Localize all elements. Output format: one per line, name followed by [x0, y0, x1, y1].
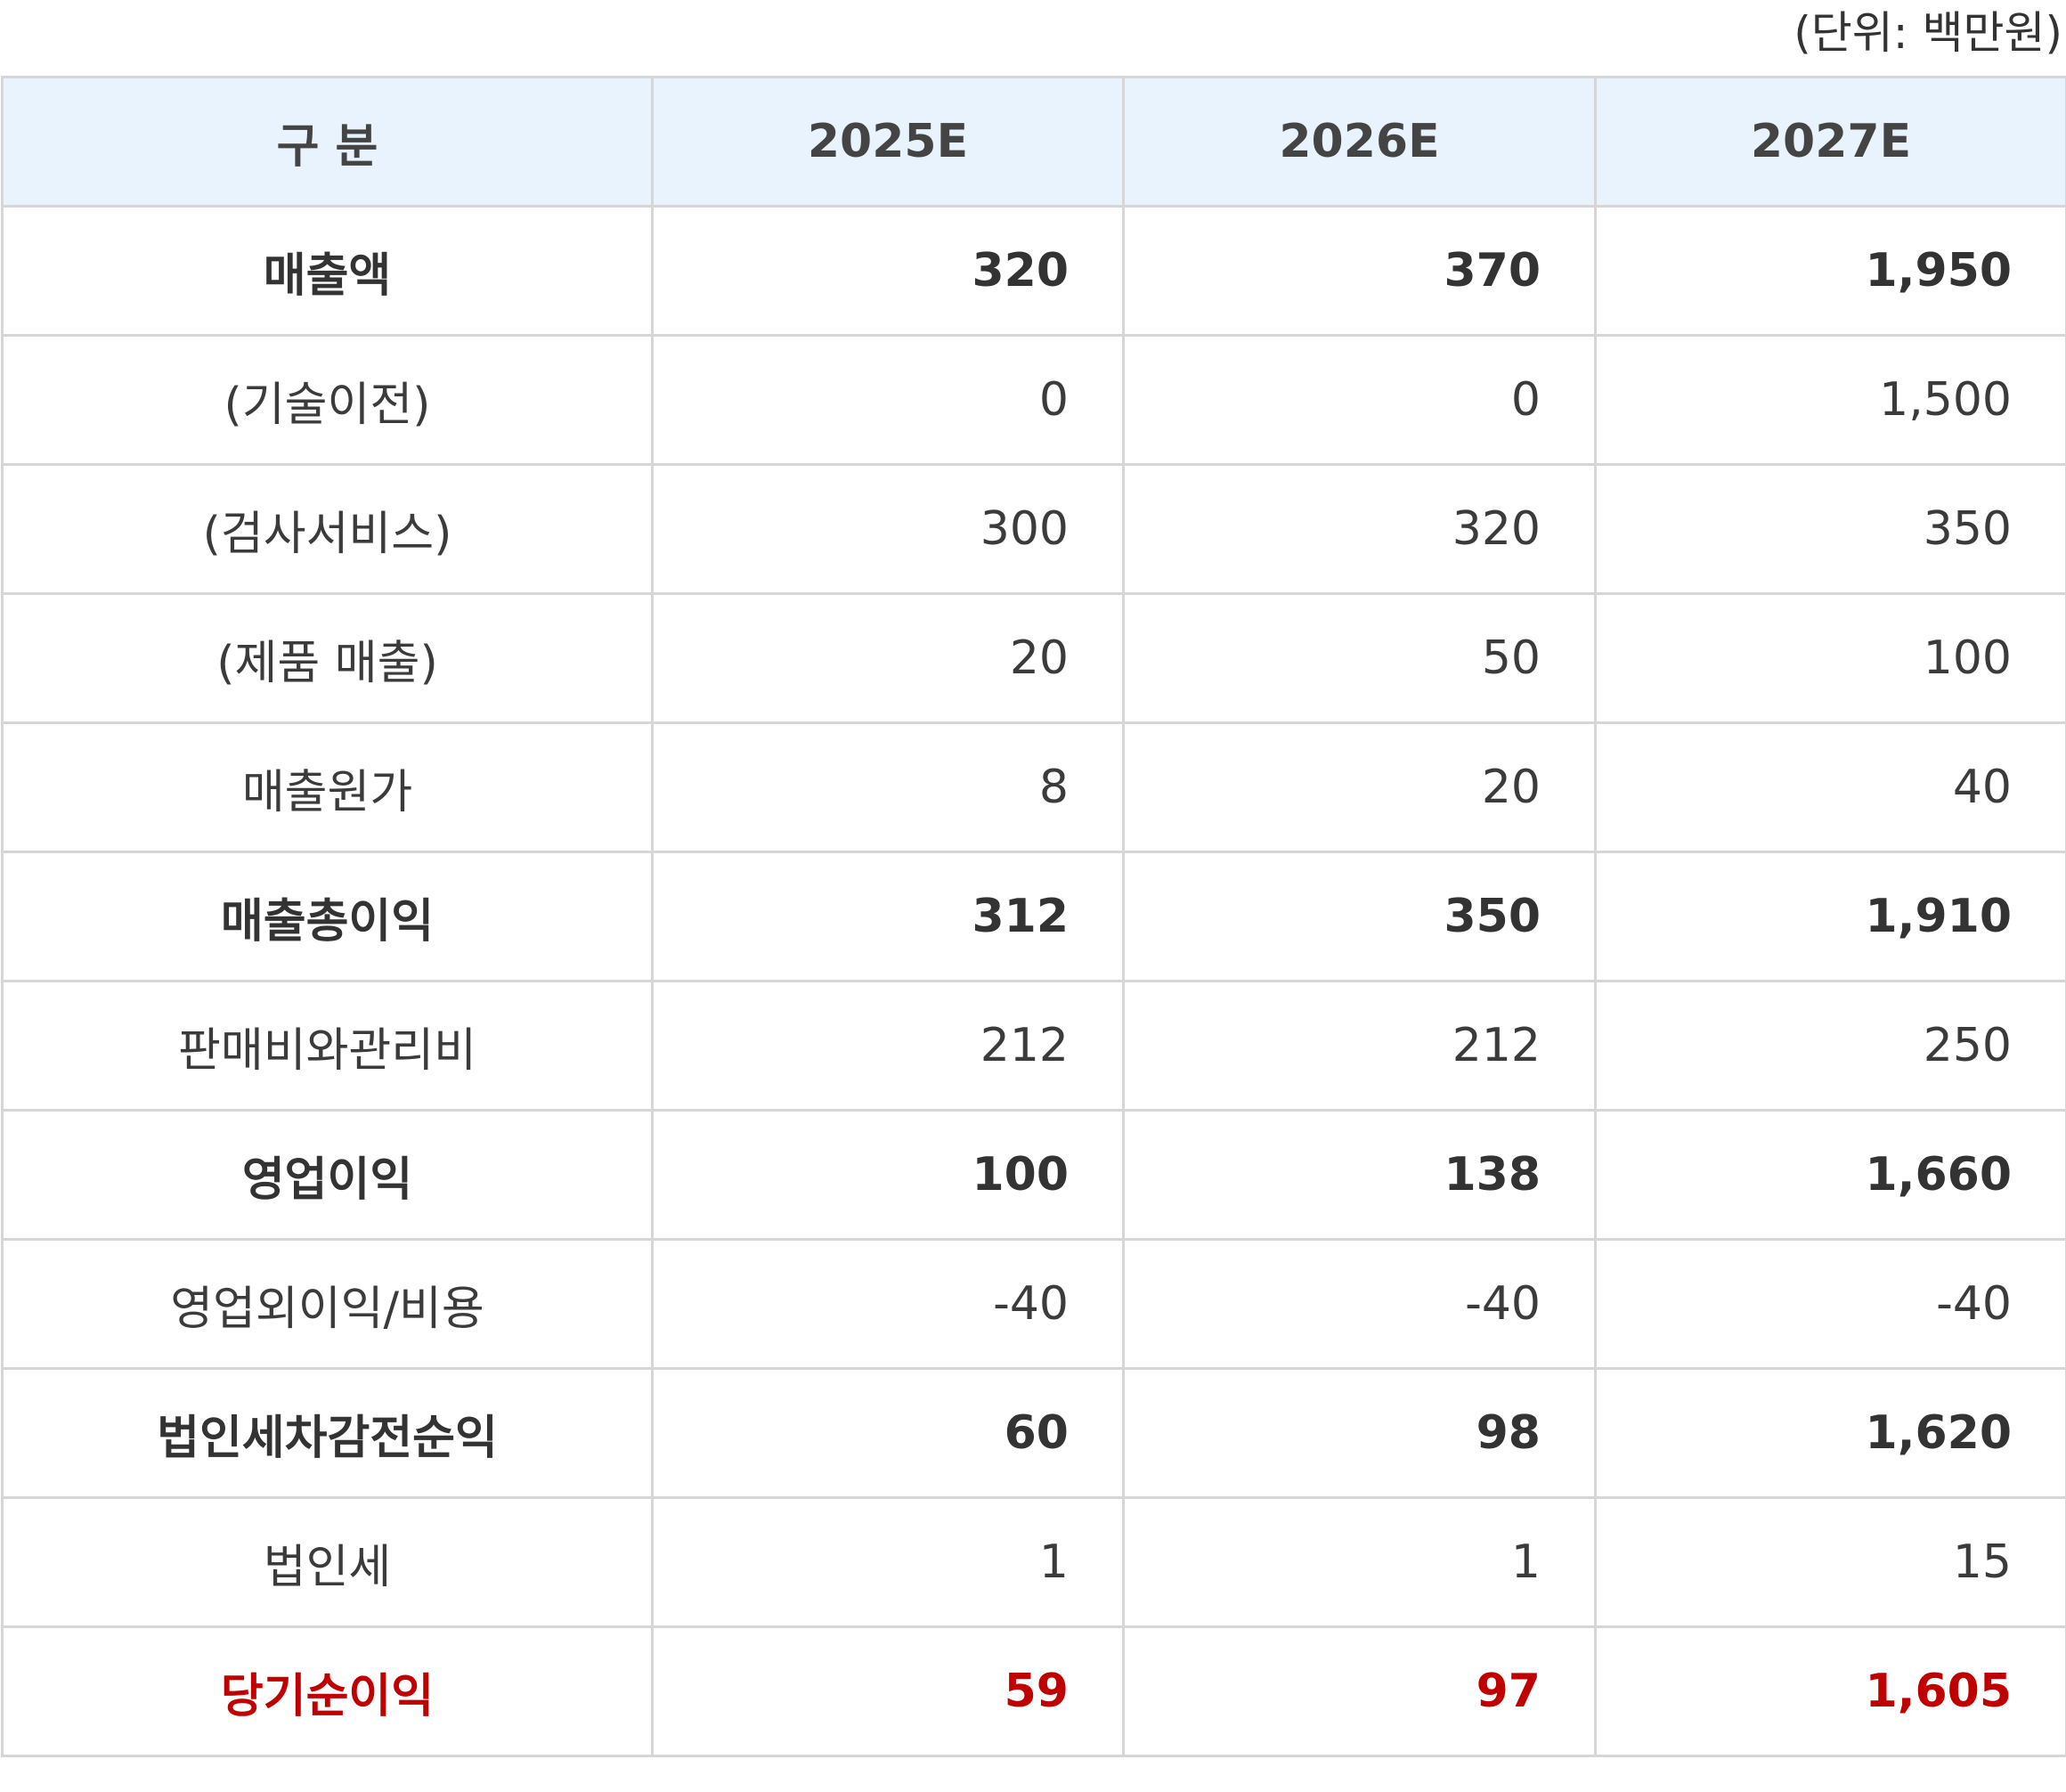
row-label: 법인세차감전순익: [1, 1367, 654, 1499]
table-row: 매출액 320 370 1,950: [1, 205, 2066, 337]
cell-2026: -40: [1122, 1238, 1597, 1370]
cell-2026: 350: [1122, 851, 1597, 982]
table-row: 영업이익 100 138 1,660: [1, 1109, 2066, 1241]
row-label: 매출총이익: [1, 851, 654, 982]
cell-2026: 20: [1122, 721, 1597, 853]
header-year-2025: 2025E: [651, 76, 1125, 208]
cell-2027: 1,620: [1594, 1367, 2066, 1499]
table-row: (검사서비스) 300 320 350: [1, 463, 2066, 595]
cell-2026: 97: [1122, 1625, 1597, 1757]
header-year-2026: 2026E: [1122, 76, 1597, 208]
table-row: 법인세 1 1 15: [1, 1496, 2066, 1628]
cell-2025: 212: [651, 980, 1125, 1112]
table-row: 당기순이익 59 97 1,605: [1, 1625, 2066, 1757]
cell-2025: -40: [651, 1238, 1125, 1370]
table-row: 매출원가 8 20 40: [1, 721, 2066, 853]
financial-table: 구 분 2025E 2026E 2027E 매출액 320 370 1,950 …: [1, 76, 2066, 1757]
cell-2025: 312: [651, 851, 1125, 982]
row-label: (제품 매출): [1, 592, 654, 724]
cell-2025: 8: [651, 721, 1125, 853]
table-row: 판매비와관리비 212 212 250: [1, 980, 2066, 1112]
cell-2026: 1: [1122, 1496, 1597, 1628]
table-row: 법인세차감전순익 60 98 1,620: [1, 1367, 2066, 1499]
cell-2027: 1,500: [1594, 334, 2066, 466]
row-label: 매출액: [1, 205, 654, 337]
cell-2025: 1: [651, 1496, 1125, 1628]
cell-2027: -40: [1594, 1238, 2066, 1370]
cell-2026: 138: [1122, 1109, 1597, 1241]
table-row: 영업외이익/비용 -40 -40 -40: [1, 1238, 2066, 1370]
table-row: (제품 매출) 20 50 100: [1, 592, 2066, 724]
cell-2025: 320: [651, 205, 1125, 337]
header-year-2027: 2027E: [1594, 76, 2066, 208]
cell-2025: 59: [651, 1625, 1125, 1757]
row-label: (검사서비스): [1, 463, 654, 595]
cell-2027: 1,605: [1594, 1625, 2066, 1757]
cell-2027: 250: [1594, 980, 2066, 1112]
cell-2026: 370: [1122, 205, 1597, 337]
cell-2026: 212: [1122, 980, 1597, 1112]
cell-2025: 100: [651, 1109, 1125, 1241]
cell-2025: 20: [651, 592, 1125, 724]
cell-2025: 300: [651, 463, 1125, 595]
row-label: 매출원가: [1, 721, 654, 853]
cell-2027: 1,950: [1594, 205, 2066, 337]
table-header-row: 구 분 2025E 2026E 2027E: [1, 76, 2066, 208]
row-label: 영업이익: [1, 1109, 654, 1241]
cell-2026: 320: [1122, 463, 1597, 595]
header-category: 구 분: [1, 76, 654, 208]
cell-2025: 60: [651, 1367, 1125, 1499]
cell-2027: 100: [1594, 592, 2066, 724]
cell-2027: 350: [1594, 463, 2066, 595]
cell-2027: 1,660: [1594, 1109, 2066, 1241]
table-row: (기술이전) 0 0 1,500: [1, 334, 2066, 466]
cell-2026: 0: [1122, 334, 1597, 466]
cell-2027: 1,910: [1594, 851, 2066, 982]
row-label: 판매비와관리비: [1, 980, 654, 1112]
cell-2027: 15: [1594, 1496, 2066, 1628]
cell-2026: 50: [1122, 592, 1597, 724]
row-label: (기술이전): [1, 334, 654, 466]
cell-2027: 40: [1594, 721, 2066, 853]
row-label: 영업외이익/비용: [1, 1238, 654, 1370]
table-row: 매출총이익 312 350 1,910: [1, 851, 2066, 982]
row-label: 당기순이익: [1, 1625, 654, 1757]
row-label: 법인세: [1, 1496, 654, 1628]
unit-note: (단위: 백만원): [1794, 7, 2062, 59]
cell-2026: 98: [1122, 1367, 1597, 1499]
cell-2025: 0: [651, 334, 1125, 466]
